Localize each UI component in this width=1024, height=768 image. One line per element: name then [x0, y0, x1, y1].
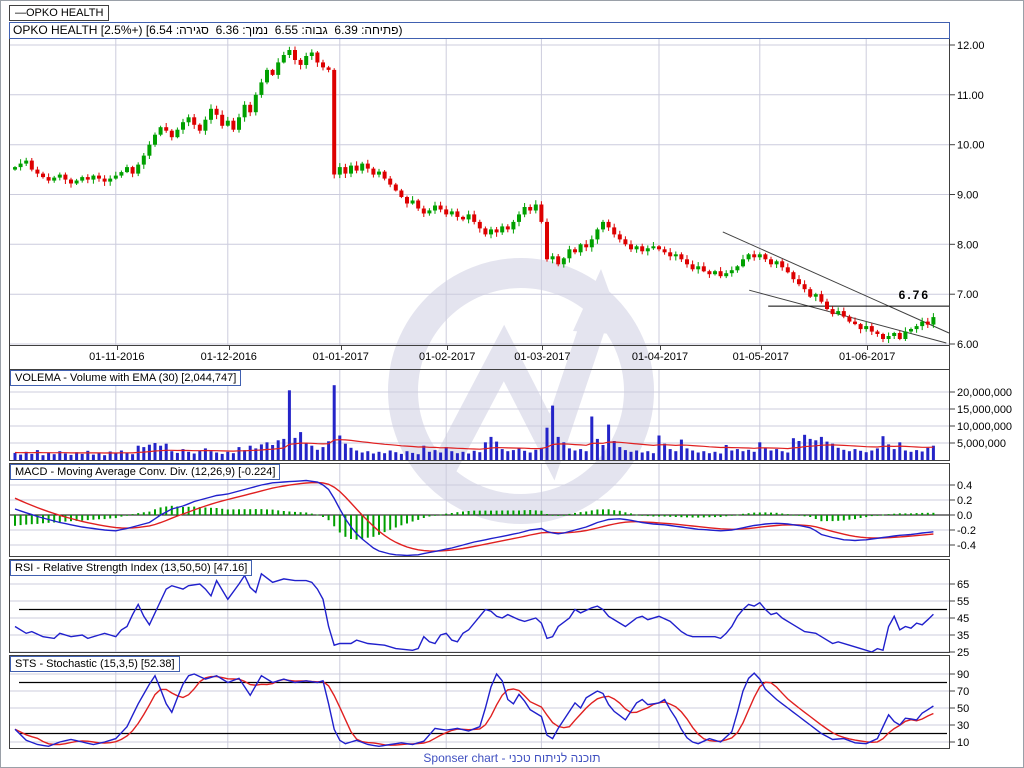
axis-tick-label: 10,000,000	[957, 421, 1012, 433]
axis-tick-label: 10	[957, 737, 969, 749]
quote-title-segment: פתיחה: 6.39	[334, 23, 399, 37]
volume-panel[interactable]: 20,000,000 15,000,000 10,000,000 5,000,000	[9, 369, 1019, 461]
axis-tick-label: 70	[957, 686, 969, 698]
quote-title-segment: סגירה: 6.54	[149, 23, 209, 37]
axis-tick-label: 65	[957, 579, 969, 591]
date-axis: 01-11-2016 01-12-2016 01-01-2017 01-02-2017…	[9, 346, 950, 369]
axis-tick-label: 30	[957, 720, 969, 732]
date-axis-tick	[447, 346, 449, 350]
axis-tick-label: 8.00	[957, 239, 978, 251]
axis-tick-label: 10.00	[957, 140, 985, 152]
quote-title-segment: גבוה: 6.55	[274, 23, 328, 37]
series-legend-label: —OPKO HEALTH	[15, 7, 104, 19]
date-axis-tick	[660, 346, 661, 350]
axis-tick-label: 0.4	[957, 480, 972, 492]
series-legend-box[interactable]: —OPKO HEALTH	[9, 5, 110, 21]
footer-credit: Sponser chart - תוכנה לניתוח טכני	[1, 751, 1023, 767]
price-level-annotation: 6.76	[899, 288, 930, 302]
footer-credit-segment: תוכנה לניתוח טכני	[508, 751, 601, 765]
quote-title-segment: נמוך: 6.36	[215, 23, 269, 37]
date-axis-label: 01-03-2017	[514, 351, 571, 363]
axis-tick-label: 9.00	[957, 190, 978, 202]
axis-tick-label: 12.00	[957, 40, 985, 52]
macd-histogram	[14, 505, 935, 540]
volume-bars	[13, 385, 935, 460]
date-axis-label: 01-11-2016	[89, 351, 145, 363]
date-axis-tick	[116, 346, 118, 350]
volume-panel-label[interactable]: VOLEMA - Volume with EMA (30) [2,044,747…	[10, 370, 242, 386]
quote-title-segment: OPKO HEALTH [2.5%+) [	[13, 23, 150, 37]
price-candlestick-panel[interactable]: 6.76 12.00 11.00 10.00 9.00 8.00 7.00 6.00	[9, 31, 1019, 351]
quote-title-segment	[209, 23, 216, 37]
quote-title-segment	[268, 23, 275, 37]
date-axis-tick	[228, 346, 230, 350]
quote-title-segment: )	[398, 23, 403, 37]
axis-tick-label: 45	[957, 613, 969, 625]
axis-tick-label: 6.00	[957, 339, 978, 351]
axis-tick-label: 25	[957, 647, 969, 659]
date-axis-tick	[867, 346, 869, 350]
stochastic-panel[interactable]: 90 70 50 30 10	[9, 655, 1019, 749]
date-axis-label: 01-01-2017	[312, 351, 369, 363]
rsi-panel[interactable]: 65 55 45 35 25	[9, 559, 1019, 659]
axis-tick-label: -0.2	[957, 525, 976, 537]
date-axis-tick	[542, 346, 544, 350]
date-axis-tick	[760, 346, 762, 350]
axis-tick-label: 15,000,000	[957, 404, 1012, 416]
rsi-panel-label[interactable]: RSI - Relative Strength Index (13,50,50)…	[10, 560, 253, 576]
axis-tick-label: 0.2	[957, 495, 972, 507]
footer-credit-segment: Sponser chart -	[423, 751, 509, 765]
axis-tick-label: 50	[957, 703, 969, 715]
candlesticks	[13, 46, 936, 343]
date-axis-label: 01-04-2017	[631, 351, 689, 363]
axis-tick-label: 5,000,000	[957, 438, 1006, 450]
axis-tick-label: 7.00	[957, 289, 978, 301]
axis-tick-label: 20,000,000	[957, 387, 1012, 399]
stochastic-panel-label[interactable]: STS - Stochastic (15,3,5) [52.38]	[10, 656, 180, 672]
quote-title-bar[interactable]: OPKO HEALTH [2.5%+) [סגירה: 6.54 נמוך: 6…	[9, 22, 950, 39]
axis-tick-label: 35	[957, 630, 969, 642]
axis-tick-label: 0.0	[957, 510, 972, 522]
date-axis-label: 01-02-2017	[419, 351, 476, 363]
date-axis-tick	[340, 346, 342, 350]
axis-tick-label: 55	[957, 596, 969, 608]
axis-tick-label: -0.4	[957, 540, 976, 552]
date-axis-label: 01-05-2017	[732, 351, 789, 363]
date-axis-label: 01-06-2017	[839, 351, 896, 363]
date-axis-label: 01-12-2016	[200, 351, 257, 363]
macd-panel[interactable]: 0.4 0.2 0.0 -0.2 -0.4	[9, 463, 1019, 557]
axis-tick-label: 11.00	[957, 90, 984, 102]
macd-panel-label[interactable]: MACD - Moving Average Conv. Div. (12,26,…	[10, 464, 281, 480]
axis-tick-label: 90	[957, 669, 969, 681]
